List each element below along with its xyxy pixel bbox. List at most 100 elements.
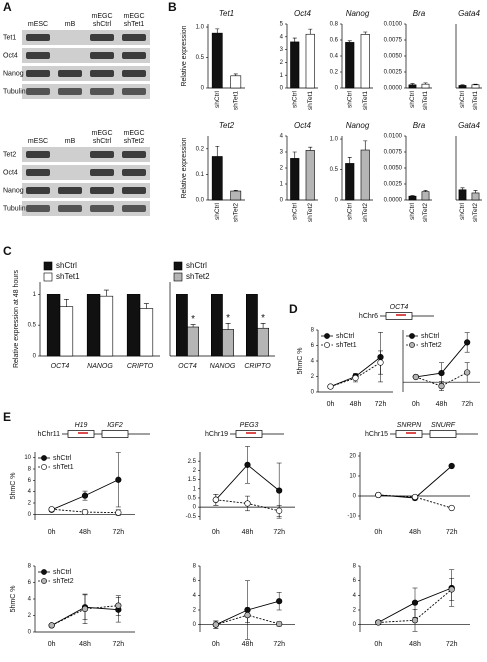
significance-mark: *: [191, 314, 195, 325]
data-point: [448, 462, 455, 470]
error-bar: [473, 83, 478, 85]
y-tick-label: 5: [280, 22, 284, 28]
x-tick-label: shCtrl: [346, 90, 353, 108]
x-tick-label: shCtrl: [346, 202, 353, 220]
x-tick-label: 72h: [446, 529, 458, 536]
data-point: [244, 461, 251, 468]
data-point: [352, 374, 359, 382]
bar: [345, 42, 355, 89]
bar: [290, 158, 300, 201]
error-bar: [233, 73, 238, 76]
y-tick-label: 0: [280, 198, 284, 204]
y-tick-label: 3: [280, 150, 284, 156]
x-tick-label: 72h: [112, 641, 124, 648]
x-tick-label: shCtrl: [409, 202, 416, 220]
significance-mark: *: [261, 313, 265, 324]
y-axis-label: Relative expression at 48 hours: [13, 269, 20, 368]
blot-band: [122, 34, 146, 41]
bar: [471, 192, 480, 201]
bar: [471, 84, 480, 89]
blot-band: [58, 70, 82, 77]
gene-label: IGF2: [107, 422, 123, 429]
gene-label: PEG3: [240, 422, 259, 429]
legend-marker: [41, 569, 47, 575]
data-point: [48, 622, 55, 629]
y-tick-label: 8: [353, 564, 357, 570]
bar: [408, 195, 417, 201]
bar: [360, 34, 370, 89]
y-tick-label: 0.0000: [384, 86, 403, 92]
data-point: [464, 339, 471, 346]
data-point: [276, 487, 283, 494]
x-tick-label: NANOG: [87, 363, 113, 370]
y-tick-label: 4: [353, 593, 357, 599]
legend-marker: [41, 455, 47, 461]
y-tick-label: -0.5: [186, 514, 197, 520]
legend-marker: [409, 342, 415, 348]
bar: [176, 294, 188, 357]
blot-band: [26, 187, 50, 194]
bar: [222, 329, 234, 357]
blot-strip: [22, 48, 150, 63]
y-tick-label: 0.5: [330, 167, 339, 173]
error-bar: [308, 28, 313, 35]
y-tick-label: 3: [280, 47, 284, 53]
y-tick-label: 0.0100: [384, 134, 403, 140]
y-tick-label: 2: [311, 374, 315, 380]
row-label: Tubulin: [3, 205, 26, 212]
chart-title: Gata4: [458, 9, 480, 18]
gene-box: [385, 312, 413, 320]
x-tick-label: 72h: [461, 401, 473, 408]
bar: [211, 156, 223, 201]
series-line: [415, 372, 468, 387]
y-tick-label: 1.0: [196, 25, 205, 31]
error-bar: [225, 323, 231, 330]
error-bar: [423, 190, 428, 192]
y-tick-label: 0: [335, 86, 339, 92]
x-tick-label: 72h: [112, 529, 124, 536]
legend-label: shCtrl: [53, 569, 72, 576]
data-point: [448, 504, 455, 512]
blot-band: [122, 151, 146, 158]
x-tick-label: shTet1: [232, 91, 239, 111]
lane-label: mEGC: [92, 13, 113, 20]
y-tick-label: 0.8: [330, 22, 339, 28]
data-point: [81, 508, 89, 516]
y-tick-label: 0.0025: [384, 182, 403, 188]
bar: [59, 306, 74, 357]
blot-band: [58, 88, 82, 95]
y-tick-label: 2: [193, 608, 197, 614]
data-point: [438, 369, 445, 377]
y-tick-label: 8: [193, 564, 197, 570]
y-tick-label: 0: [33, 354, 37, 360]
y-axis-label: 5hmC %: [10, 586, 17, 613]
bar: [86, 294, 101, 357]
gene-box: [429, 430, 457, 438]
y-tick-label: 6: [353, 578, 357, 584]
blot-band: [26, 151, 50, 158]
y-tick-label: 0: [311, 390, 315, 396]
blot-band: [90, 88, 114, 95]
error-bar: [460, 84, 465, 86]
blot-band: [90, 169, 114, 176]
x-tick-label: shTet1: [472, 91, 479, 111]
y-tick-label: 0.0100: [384, 22, 403, 28]
legend-label: shTet2: [53, 578, 74, 585]
blot-strip: [22, 165, 150, 180]
error-bar: [473, 190, 478, 193]
y-tick-label: 2: [28, 613, 32, 619]
y-tick-label: 0.2: [330, 70, 339, 76]
error-bar: [347, 157, 352, 164]
blot-band: [90, 70, 114, 77]
legend-label: shCtrl: [56, 261, 77, 270]
data-point: [411, 617, 419, 624]
legend-marker: [409, 333, 415, 339]
error-bar: [308, 146, 313, 151]
bar: [230, 75, 242, 89]
y-tick-label: 0.0050: [384, 54, 403, 60]
chart-title: Gata4: [458, 121, 480, 130]
data-point: [464, 369, 471, 376]
data-point: [411, 599, 419, 606]
data-point: [377, 359, 384, 366]
